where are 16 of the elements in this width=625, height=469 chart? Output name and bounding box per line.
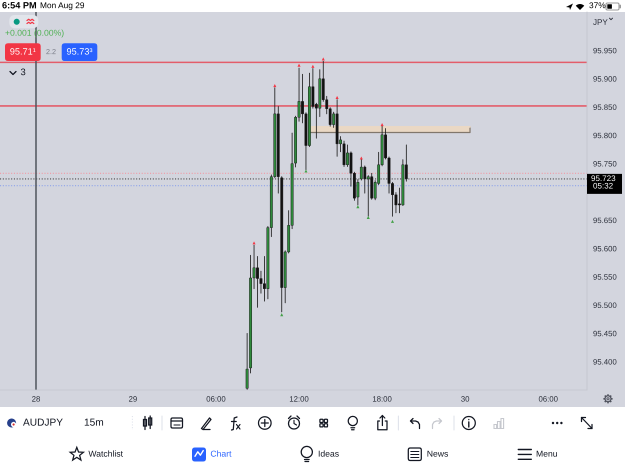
text: AUDJPY	[23, 418, 63, 426]
annotation: 95.73³	[66, 48, 92, 55]
annotation: 3	[20, 68, 26, 76]
text: 05:32	[593, 182, 613, 189]
annotation: 95.71¹	[10, 48, 36, 55]
text: Chart	[210, 450, 232, 457]
ref-line-label: 95.723	[591, 175, 616, 182]
text: 6:54 PM	[2, 2, 36, 8]
text: Mon Aug 29	[40, 2, 84, 10]
text: Menu	[536, 450, 557, 457]
text: News	[428, 450, 448, 457]
y-axis-title: JPY	[593, 19, 608, 25]
text: 15m	[84, 418, 104, 426]
text: Ideas	[318, 450, 339, 457]
text: Watchlist	[88, 450, 123, 457]
text: 37%	[589, 2, 606, 8]
